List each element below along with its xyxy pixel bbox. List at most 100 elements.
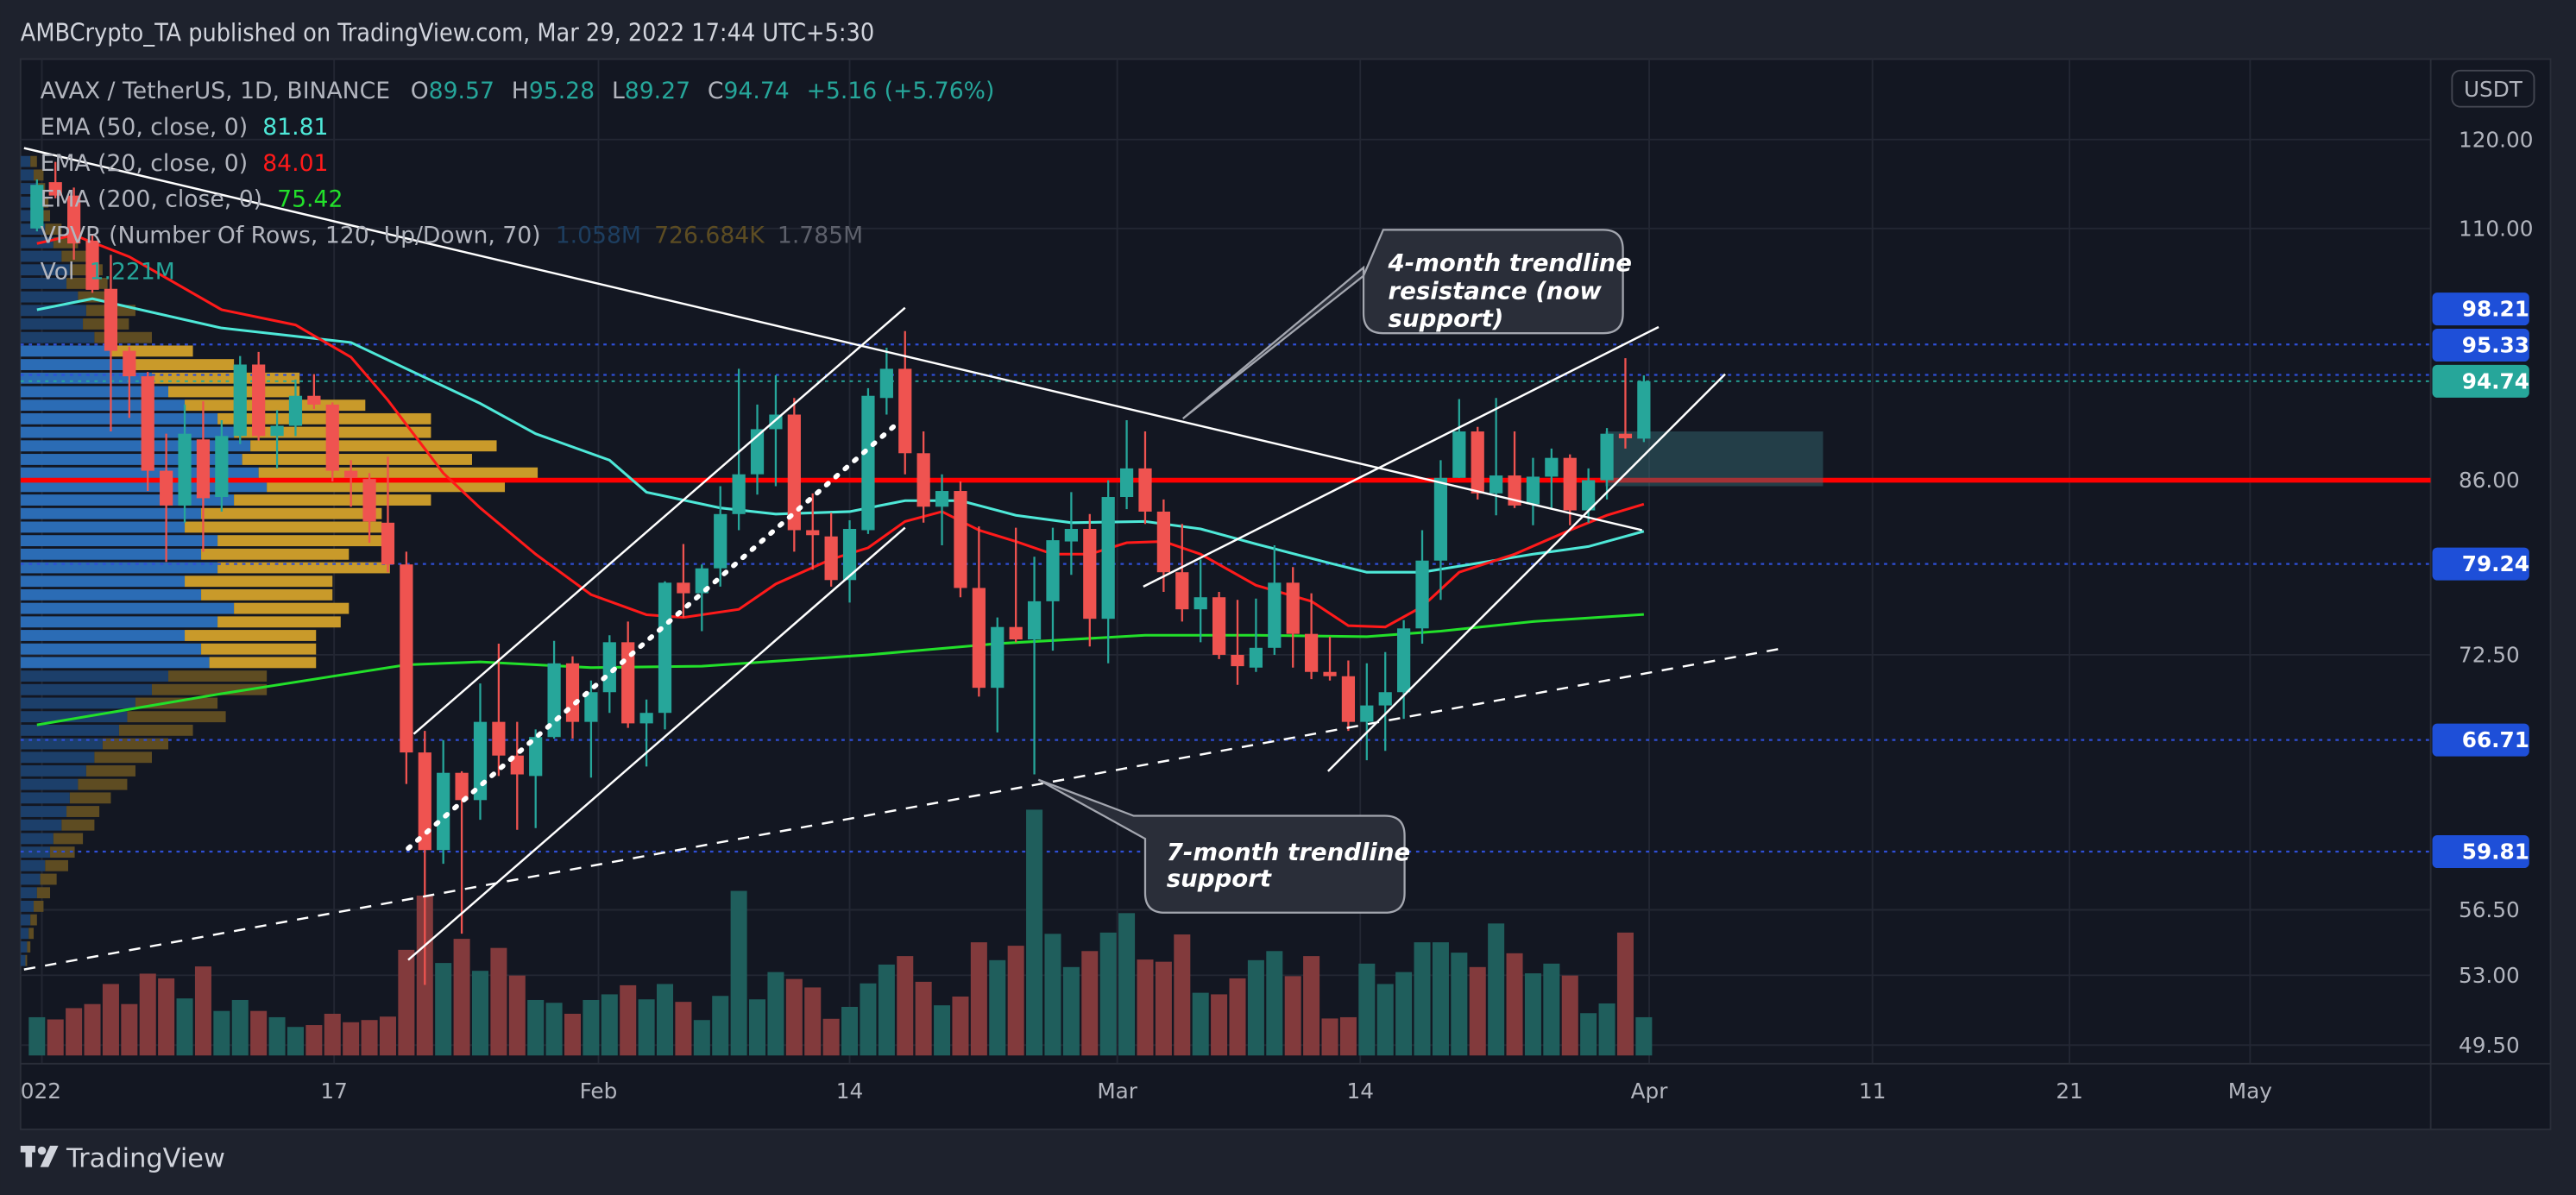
volume-bar [545, 1003, 563, 1056]
vpvr-down-bar [168, 670, 268, 682]
candle [639, 699, 653, 767]
candle [695, 564, 709, 632]
currency-button[interactable] [2451, 69, 2535, 108]
volume-bar [1284, 976, 1301, 1056]
vpvr-down-bar [201, 588, 333, 601]
candle-body [252, 364, 266, 437]
volume-bar [804, 987, 822, 1056]
candle-body [344, 470, 358, 478]
callout-line: 7-month trendline [1167, 838, 1410, 866]
candle-body [972, 588, 986, 689]
candle [1101, 480, 1115, 664]
vpvr-down-bar [234, 602, 350, 614]
candle-body [1286, 582, 1300, 634]
trendline-drawings [23, 147, 1783, 971]
vpvr-down-bar [40, 210, 51, 222]
vpvr-down-bar [217, 616, 341, 628]
candle [1452, 399, 1466, 478]
candle [141, 372, 154, 492]
volume-bar [361, 1020, 378, 1056]
vpvr-down-bar [36, 887, 51, 899]
candle [67, 187, 81, 260]
volume-bar [194, 966, 211, 1056]
vpvr-up-bar [20, 738, 103, 750]
candle-body [750, 429, 765, 475]
candle-body [1637, 381, 1651, 439]
candle-body [602, 642, 616, 693]
candle-body [437, 772, 450, 851]
candle-body [529, 737, 543, 777]
candle [954, 481, 967, 598]
candle [1323, 636, 1337, 681]
candle [1194, 559, 1207, 643]
price-tick-label: 120.00 [2459, 127, 2534, 152]
candle-body [1433, 477, 1448, 561]
volume-bar [1543, 963, 1560, 1056]
time-axis[interactable]: 022 17 Feb 14 Mar 14 Apr 11 21 May [21, 1079, 2272, 1104]
vpvr-down-bar [85, 765, 135, 777]
candle-body [1156, 511, 1170, 573]
candle [824, 513, 838, 587]
legend-volume[interactable]: Vol 1.221M [41, 258, 175, 285]
volume-bar [1229, 978, 1246, 1056]
support-callout[interactable]: 7-month trendline support [1037, 778, 1410, 914]
candle-body [935, 491, 949, 507]
legend-ema200[interactable]: EMA (200, close, 0) 75.42 [41, 186, 343, 213]
volume-bar [767, 972, 784, 1056]
candle-body [1415, 560, 1429, 629]
candle-body [1545, 457, 1559, 477]
symbol-info[interactable]: AVAX / TetherUS, 1D, BINANCE [41, 78, 390, 104]
resistance-callout[interactable]: 4-month trendline resistance (now suppor… [1182, 229, 1632, 420]
price-tick-label: 56.50 [2459, 897, 2520, 922]
currency-label: USDT [2464, 77, 2523, 102]
price-level-tag-label: 98.21 [2462, 297, 2529, 322]
vpvr-down-bar [201, 548, 350, 560]
volume-bar [638, 999, 655, 1056]
publish-info: AMBCrypto_TA published on TradingView.co… [21, 19, 874, 47]
price-scale[interactable]: USDT 120.00 110.00 86.00 72.50 56.50 53.00 49.… [2432, 69, 2535, 1058]
vpvr-down-bar [30, 155, 37, 167]
vpvr-down-bar [94, 331, 152, 343]
volume-bar [989, 959, 1006, 1056]
volume-bar [1488, 923, 1505, 1056]
candle [787, 398, 801, 552]
candle [1471, 426, 1484, 500]
mar-channel-upper-line [1143, 325, 1660, 588]
vpvr-up-bar [20, 562, 218, 574]
vpvr-down-bar [267, 481, 506, 493]
volume-bar [1247, 959, 1264, 1056]
volume-bar [1598, 1003, 1616, 1056]
candle [48, 161, 62, 198]
volume-bar [564, 1013, 582, 1056]
vpvr-down-bar [45, 223, 62, 236]
volume-bar [841, 1006, 859, 1056]
legend-ema20[interactable]: EMA (20, close, 0) 84.01 [41, 150, 329, 177]
candle-body [1138, 468, 1152, 512]
candle [602, 635, 616, 714]
candle [418, 731, 431, 985]
candle [215, 419, 229, 512]
legend-ema50[interactable]: EMA (50, close, 0) 81.81 [41, 114, 329, 141]
volume-bar [1007, 946, 1024, 1056]
vpvr-down-bar [28, 928, 35, 940]
open-label: O [411, 78, 429, 104]
candle-body [861, 395, 875, 531]
candle-body [584, 692, 598, 722]
candle [677, 544, 690, 618]
volume-bar [822, 1018, 840, 1056]
candle [1249, 598, 1263, 672]
candle-body [67, 195, 81, 244]
vpvr-up-bar [20, 359, 135, 371]
candle-body [1175, 572, 1189, 610]
vpvr-up-bar [20, 291, 79, 303]
legend-vpvr[interactable]: VPVR (Number Of Rows, 120, Up/Down, 70) 1… [41, 223, 863, 249]
volume-bar [1432, 942, 1449, 1056]
vpvr-up-value: 1.058M [556, 223, 641, 249]
candle-body [1526, 476, 1540, 505]
tradingview-logo[interactable]: TradingView [20, 1144, 225, 1174]
volume-bar [28, 1016, 46, 1056]
candle [307, 374, 321, 410]
volume-bar [897, 956, 914, 1056]
volume-bar [1174, 934, 1191, 1056]
candle-body [1231, 654, 1244, 667]
